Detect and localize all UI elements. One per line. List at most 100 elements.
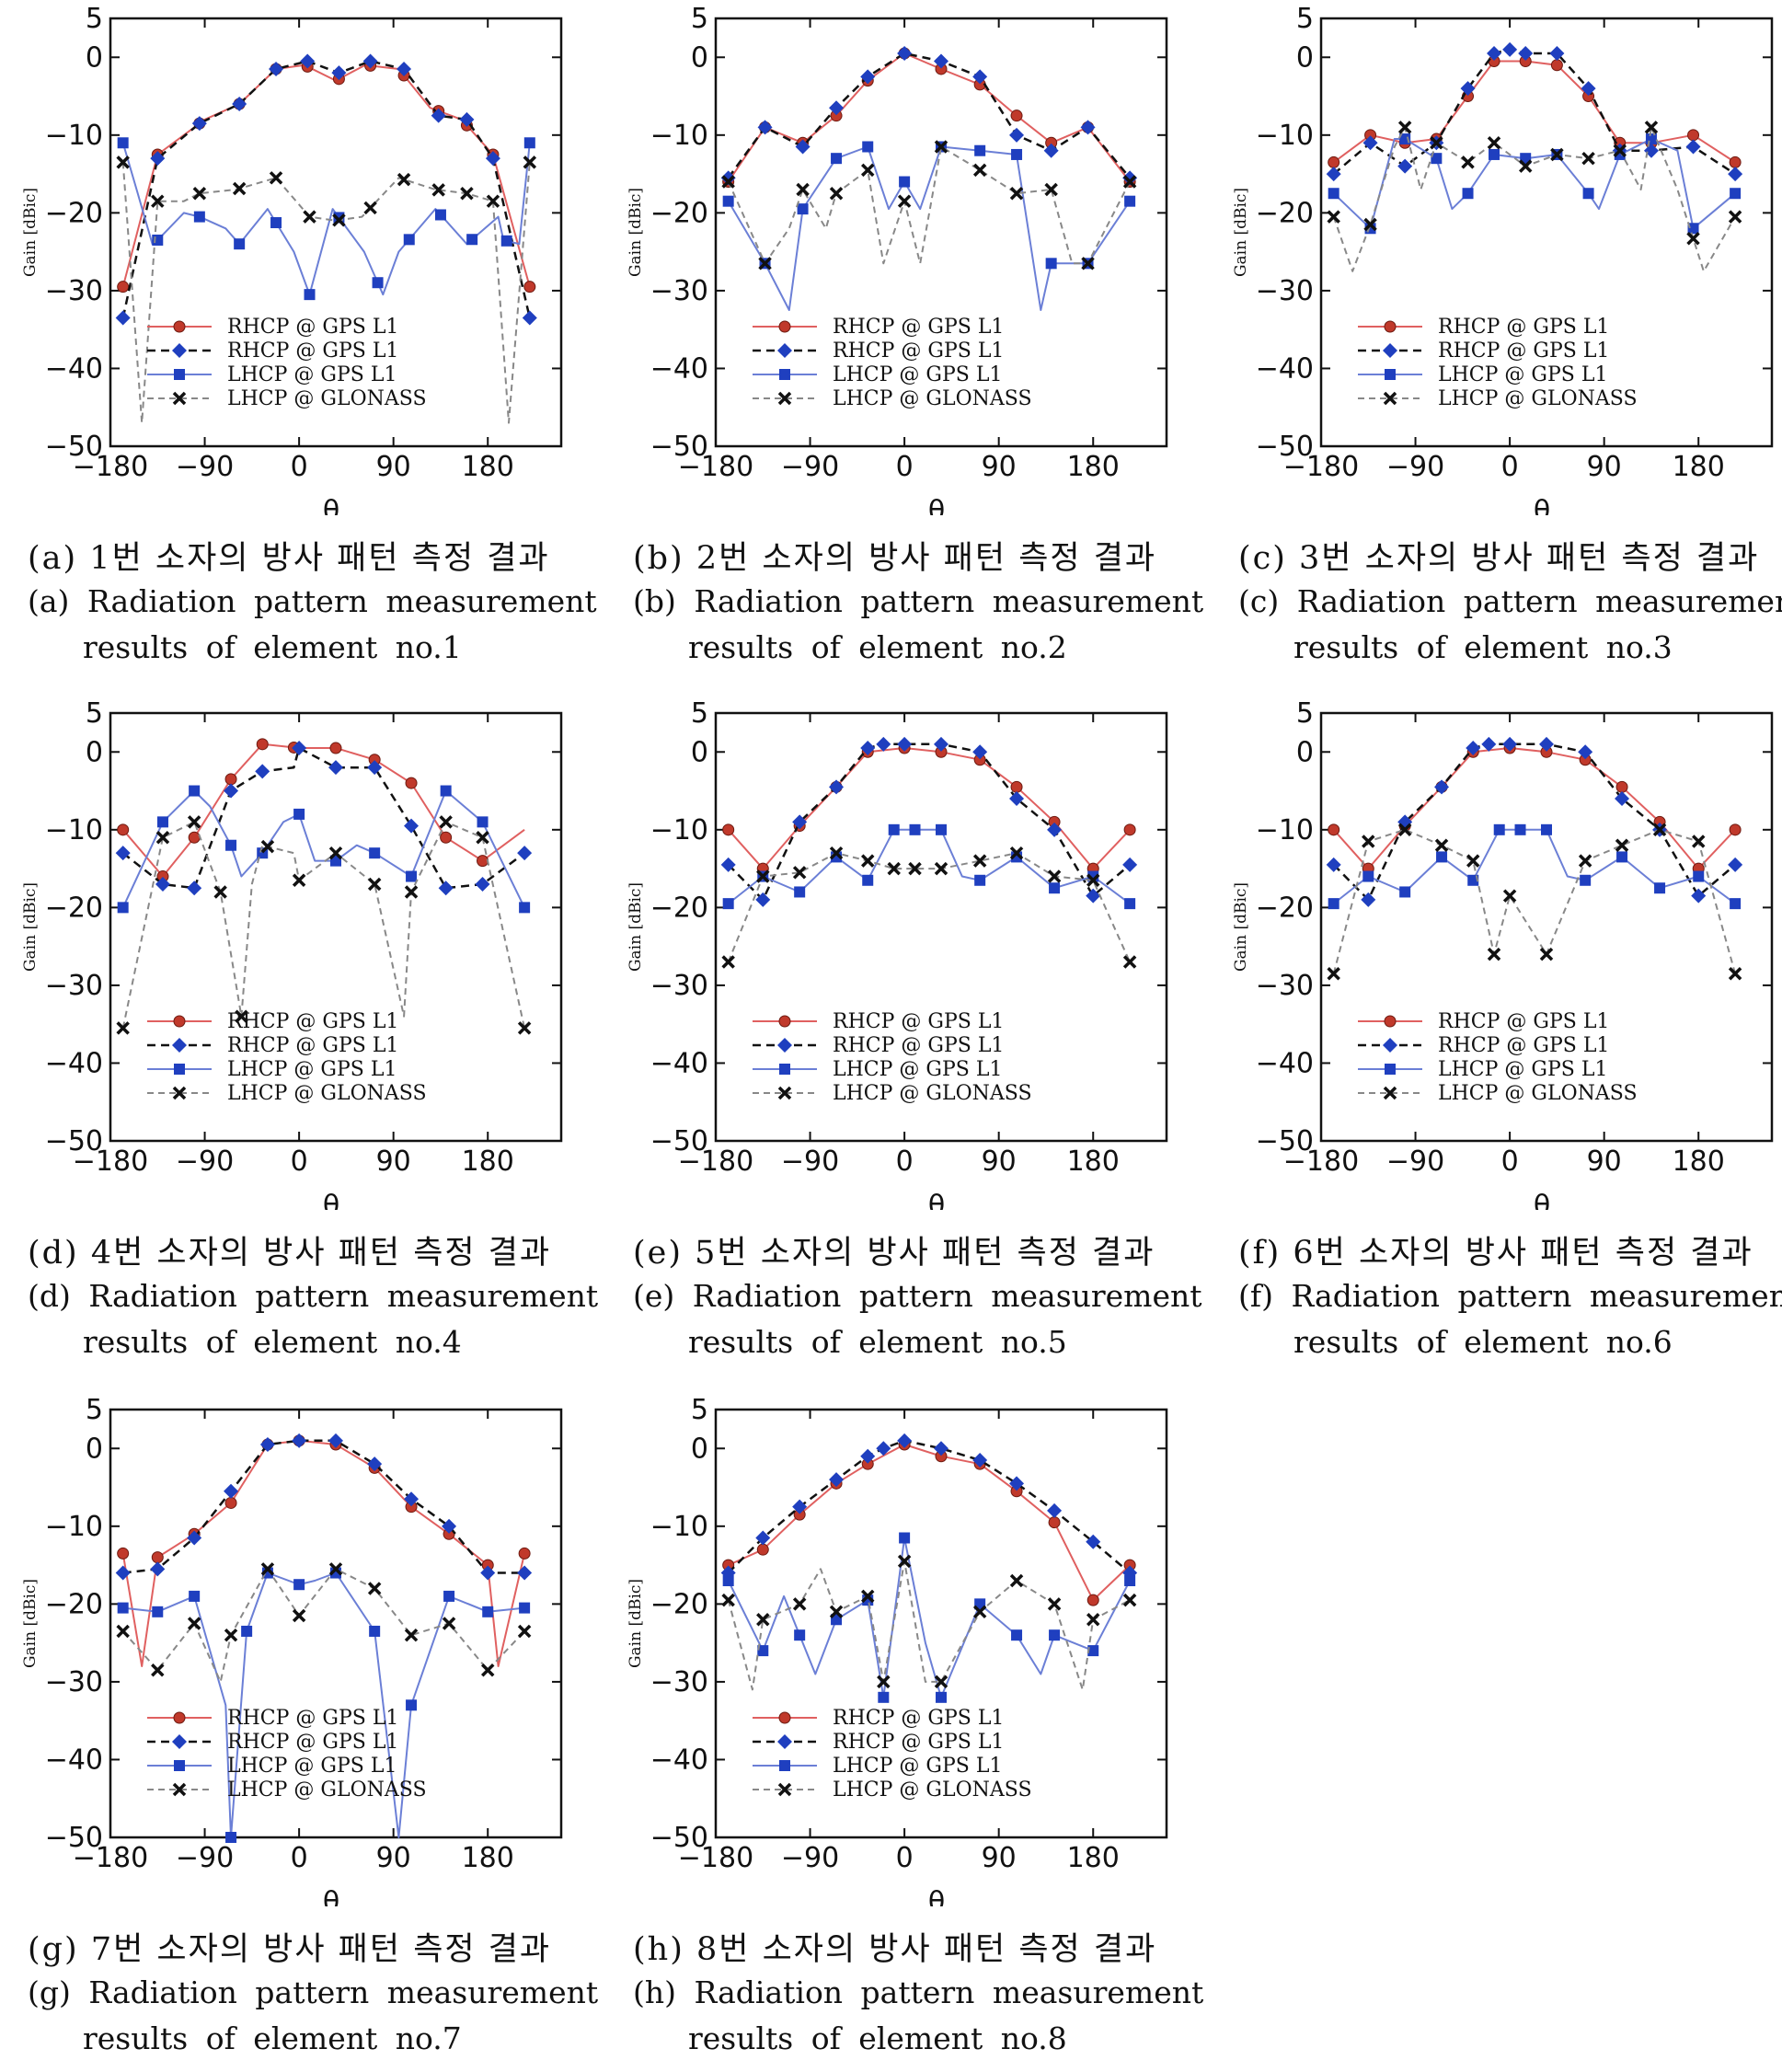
legend-marker [173, 320, 186, 333]
data-point [794, 886, 806, 898]
data-point [1363, 217, 1377, 232]
data-point [1011, 1629, 1023, 1641]
data-point [328, 846, 343, 860]
data-point [189, 1590, 201, 1602]
data-point [1580, 874, 1592, 886]
data-point [523, 281, 536, 294]
data-point [303, 210, 316, 224]
y-tick-label: −40 [650, 1047, 708, 1079]
legend-label: LHCP @ GPS L1 [227, 1058, 397, 1081]
legend-marker [779, 1064, 790, 1075]
data-point [1086, 873, 1100, 888]
data-point [151, 1663, 165, 1677]
legend-label: RHCP @ GPS L1 [833, 1010, 1004, 1033]
y-tick-label: −30 [650, 970, 708, 1002]
series-line-0 [1332, 747, 1736, 870]
x-tick-label: −90 [176, 1842, 234, 1874]
data-point [888, 823, 900, 835]
y-tick-label: −20 [45, 197, 103, 229]
data-point [1122, 955, 1137, 969]
x-tick-label: −90 [176, 451, 234, 483]
caption-english-line2: results of element no.8 [688, 2020, 1067, 2056]
data-point [1518, 159, 1533, 173]
data-point [480, 1565, 496, 1581]
series-3 [116, 815, 532, 1035]
data-point [720, 170, 736, 186]
y-tick-label: −20 [45, 1588, 103, 1620]
data-point [1728, 167, 1743, 182]
data-point [255, 764, 270, 779]
data-point [523, 155, 537, 169]
data-point [972, 854, 987, 868]
series-0 [722, 47, 1136, 189]
x-tick-label: 180 [1067, 1145, 1120, 1178]
data-point [404, 818, 420, 834]
x-tick-label: 90 [982, 451, 1017, 483]
y-tick-label: −30 [45, 970, 103, 1002]
data-point [1487, 136, 1501, 150]
data-point [792, 814, 808, 830]
x-tick-label: 90 [376, 451, 411, 483]
legend-marker [172, 1734, 187, 1749]
legend-marker [1384, 320, 1397, 333]
data-point [442, 1518, 457, 1534]
data-point [972, 1452, 988, 1468]
data-point [192, 186, 207, 201]
data-point [934, 1441, 948, 1456]
caption-korean: (f) 6번 소자의 방사 패턴 측정 결과 [1238, 1235, 1753, 1272]
y-tick-label: −30 [1256, 275, 1314, 307]
y-tick-label: −50 [1256, 1125, 1314, 1157]
data-point [1047, 869, 1062, 883]
x-tick-label: 180 [462, 451, 514, 483]
data-point [1466, 854, 1480, 868]
data-point [860, 854, 875, 868]
data-point [757, 120, 773, 135]
data-point [1434, 779, 1450, 795]
x-tick-label: 180 [1673, 1145, 1725, 1178]
chart-panel-h: 5 0 −10 −20 −30 −40 −50 −180 −90 0 90 180 θ Gain [dBi… [624, 1391, 1213, 2072]
chart-panel-a: 5 0 −10 −20 −30 −40 −50 −180 −90 0 90 180 θ Gain [dBi… [18, 0, 607, 681]
x-tick-label: 0 [1501, 451, 1519, 483]
y-tick-label: −50 [650, 1125, 708, 1157]
data-point [270, 217, 282, 229]
caption-korean: (d) 4번 소자의 방사 패턴 측정 결과 [28, 1235, 552, 1272]
legend-label: LHCP @ GPS L1 [833, 1755, 1002, 1778]
data-point [155, 831, 170, 845]
y-tick-label: 5 [1296, 3, 1314, 35]
data-point [406, 1699, 418, 1711]
data-point [367, 877, 382, 892]
data-point [936, 1691, 947, 1703]
x-tick-label: 0 [896, 1842, 914, 1874]
caption-english-line2: results of element no.7 [83, 2020, 462, 2056]
caption-english-line2: results of element no.6 [1293, 1324, 1673, 1360]
plot-frame [109, 17, 563, 448]
data-point [517, 846, 533, 861]
legend-marker [174, 1064, 185, 1075]
data-point [829, 186, 844, 201]
data-point [860, 1448, 876, 1464]
data-point [1645, 133, 1657, 145]
data-point [1466, 741, 1481, 756]
data-point [934, 861, 948, 876]
data-point [269, 171, 283, 185]
chart-panel-b: 5 0 −10 −20 −30 −40 −50 −180 −90 0 90 180 θ Gain [dBi… [624, 0, 1213, 681]
data-point [1615, 780, 1628, 793]
x-tick-label: −180 [678, 1842, 753, 1874]
data-point [477, 855, 489, 868]
data-point [1687, 223, 1699, 235]
data-point [1581, 81, 1596, 97]
data-point [862, 874, 874, 886]
data-point [431, 183, 445, 197]
x-tick-label: −180 [73, 451, 148, 483]
legend-marker [777, 1782, 792, 1797]
legend-label: LHCP @ GLONASS [833, 1778, 1032, 1801]
legend-marker [173, 1015, 186, 1028]
y-axis-label: Gain [dBic] [627, 882, 645, 972]
data-point [974, 144, 986, 156]
y-axis-label: Gain [dBic] [627, 188, 645, 277]
data-point [500, 235, 512, 247]
y-tick-label: −40 [45, 1744, 103, 1776]
legend-label: RHCP @ GPS L1 [1438, 1010, 1609, 1033]
